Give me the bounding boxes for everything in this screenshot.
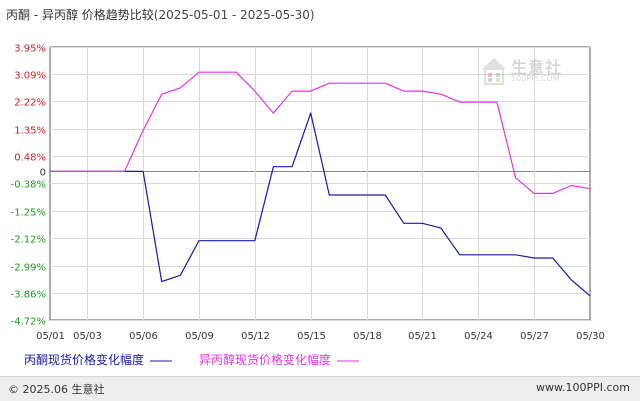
house-icon — [482, 58, 506, 85]
y-tick-label: 3.95% — [14, 44, 46, 55]
chart-title-main: 丙酮 - 异丙醇 价格趋势比较 — [6, 8, 154, 22]
x-tick-label: 05/01 — [36, 331, 65, 342]
x-tick-label: 05/24 — [464, 331, 493, 342]
x-tick-label: 05/27 — [520, 331, 549, 342]
x-tick-label: 05/18 — [353, 331, 382, 342]
legend-swatch-acetone — [149, 360, 172, 361]
legend-item-acetone: 丙酮现货价格变化幅度 — [24, 351, 172, 368]
series-line-isopropanol — [50, 71, 591, 194]
legend-item-isopropanol: 异丙醇现货价格变化幅度 — [199, 351, 359, 368]
y-tick-label: -4.72% — [11, 317, 46, 328]
chart-title: 丙酮 - 异丙醇 价格趋势比较(2025-05-01 - 2025-05-30) — [6, 6, 315, 23]
y-tick-label: 0 — [40, 168, 46, 179]
y-tick-label: 3.09% — [14, 71, 46, 82]
x-tick-label: 05/30 — [576, 331, 605, 342]
footer-copyright: © 2025.06 生意社 — [8, 383, 105, 396]
y-tick-label: -0.38% — [11, 180, 46, 191]
watermark-url: 100PPI.COM — [511, 74, 560, 83]
watermark-logo: 生意社 100PPI.COM — [481, 56, 581, 92]
y-tick-label: 2.22% — [14, 98, 46, 109]
watermark-text: 生意社 — [511, 58, 563, 77]
y-tick-label: 0.48% — [14, 153, 46, 164]
x-tick-label: 05/15 — [297, 331, 326, 342]
x-tick-label: 05/09 — [185, 331, 214, 342]
y-tick-label: -2.12% — [11, 235, 46, 246]
chart-title-range: (2025-05-01 - 2025-05-30) — [153, 8, 315, 22]
x-tick-label: 05/21 — [408, 331, 437, 342]
y-tick-label: -3.86% — [11, 290, 46, 301]
y-tick-label: -2.99% — [11, 263, 46, 274]
x-tick-label: 05/03 — [73, 331, 102, 342]
series-line-acetone — [50, 112, 591, 297]
legend-swatch-isopropanol — [336, 360, 359, 361]
x-tick-label: 05/06 — [129, 331, 158, 342]
footer-bar: © 2025.06 生意社 www.100PPI.com — [0, 376, 640, 401]
legend-label-acetone: 丙酮现货价格变化幅度 — [24, 353, 145, 367]
y-tick-label: -1.25% — [11, 208, 46, 219]
x-tick-label: 05/12 — [241, 331, 270, 342]
footer-url: www.100PPI.com — [536, 381, 630, 394]
y-tick-label: 1.35% — [14, 126, 46, 137]
legend-label-isopropanol: 异丙醇现货价格变化幅度 — [199, 353, 332, 367]
